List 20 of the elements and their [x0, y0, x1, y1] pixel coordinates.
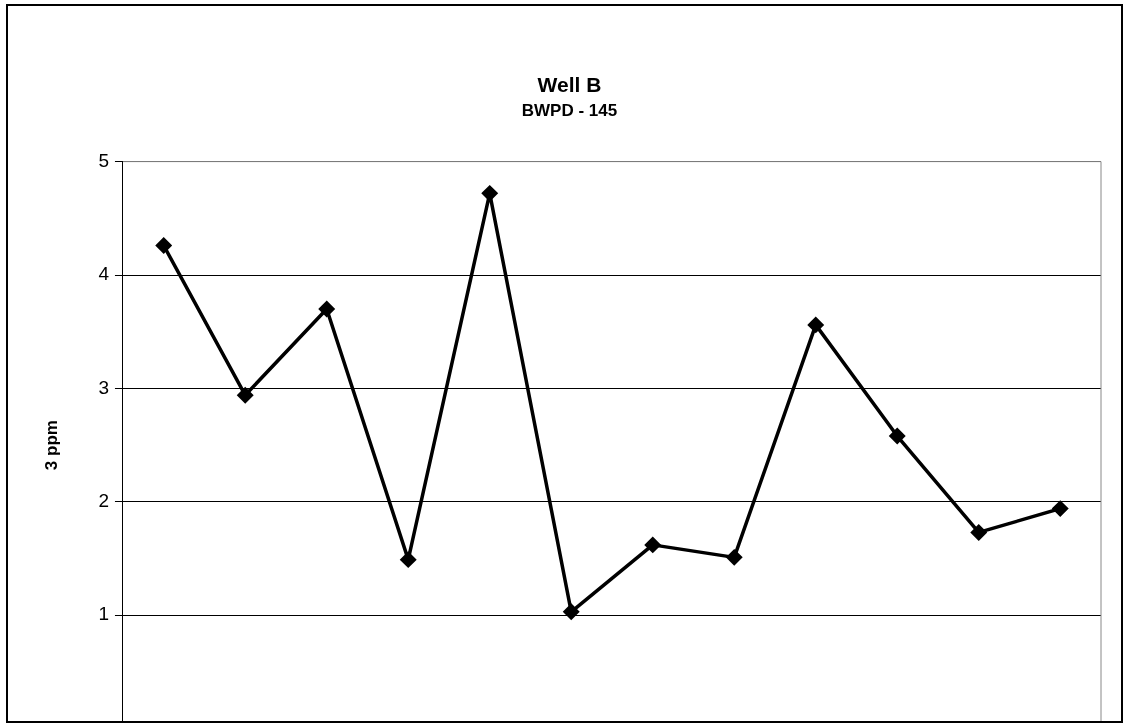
y-axis-title: 3 ppm	[41, 420, 61, 471]
point	[1052, 500, 1068, 517]
point	[481, 185, 498, 202]
y-tick-label: 2	[98, 490, 109, 512]
chart-title: Well B	[537, 73, 602, 97]
y-tick-label: 4	[98, 263, 110, 285]
y-tick-label: 5	[98, 149, 109, 171]
point	[400, 551, 416, 568]
point	[889, 428, 905, 444]
point	[155, 237, 172, 254]
y-tick-label: 3	[98, 376, 109, 398]
point	[807, 317, 824, 333]
point	[563, 604, 579, 620]
point	[971, 524, 987, 541]
chart-subtitle: BWPD - 145	[521, 101, 618, 121]
point	[726, 549, 742, 566]
y-tick-label: 1	[98, 603, 109, 625]
point	[237, 387, 253, 403]
point	[644, 537, 661, 553]
point	[318, 301, 335, 317]
